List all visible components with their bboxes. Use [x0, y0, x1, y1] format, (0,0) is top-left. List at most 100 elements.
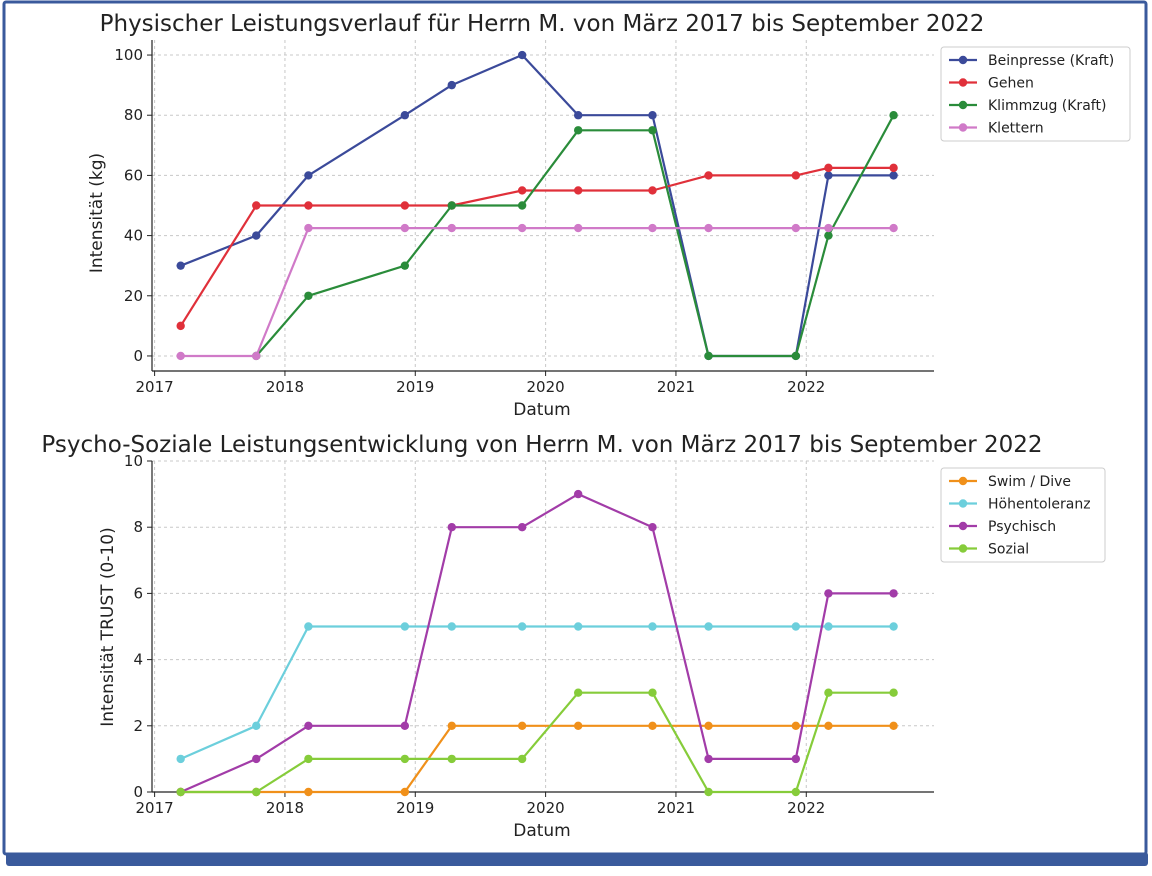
- data-point: [648, 622, 657, 631]
- x-tick-label: 2018: [266, 378, 304, 396]
- data-point: [824, 171, 833, 180]
- x-tick-label: 2020: [527, 378, 565, 396]
- data-point: [648, 126, 657, 135]
- data-point: [447, 523, 456, 532]
- data-point: [304, 787, 313, 797]
- data-point: [824, 622, 833, 631]
- data-point: [517, 523, 527, 532]
- series-3: [252, 111, 898, 361]
- series-line: [180, 493, 894, 794]
- x-tick-label: 2022: [787, 378, 825, 396]
- legend-marker: [958, 544, 968, 553]
- data-point: [573, 126, 583, 135]
- data-point: [573, 622, 583, 631]
- data-point: [304, 201, 313, 210]
- legend-marker: [958, 100, 968, 110]
- legend-marker: [958, 476, 968, 486]
- data-point: [400, 721, 410, 730]
- data-point: [824, 721, 833, 730]
- x-tick-label: 2018: [266, 799, 304, 817]
- data-point: [176, 321, 185, 331]
- data-point: [791, 171, 801, 180]
- data-point: [573, 186, 583, 195]
- data-point: [400, 223, 410, 233]
- data-point: [824, 163, 833, 173]
- chart-2-xlabel: Datum: [513, 821, 571, 841]
- data-point: [824, 231, 833, 240]
- legend-label: Gehen: [988, 76, 1034, 92]
- data-point: [304, 291, 313, 300]
- data-point: [889, 171, 898, 180]
- frame-border: [2, 0, 1148, 856]
- data-point: [573, 489, 583, 499]
- legend-marker: [958, 499, 968, 508]
- data-point: [517, 201, 527, 210]
- data-point: [176, 754, 185, 764]
- data-point: [573, 111, 583, 120]
- data-point: [648, 523, 657, 532]
- data-point: [704, 754, 713, 764]
- data-point: [648, 186, 657, 195]
- data-point: [704, 223, 713, 233]
- data-point: [704, 622, 713, 631]
- y-tick-label: 6: [133, 584, 143, 602]
- data-point: [400, 754, 410, 764]
- data-point: [648, 223, 657, 233]
- data-point: [447, 622, 456, 631]
- legend-box: [940, 46, 1131, 142]
- x-tick-label: 2019: [396, 378, 434, 396]
- data-point: [704, 787, 713, 797]
- data-point: [447, 80, 456, 90]
- data-point: [304, 223, 313, 233]
- legend-marker: [958, 123, 968, 132]
- legend-label: Beinpresse (Kraft): [988, 53, 1114, 69]
- data-point: [791, 351, 801, 361]
- data-point: [400, 787, 410, 797]
- chart-1-xlabel: Datum: [513, 400, 571, 420]
- data-point: [648, 688, 657, 697]
- data-point: [252, 351, 261, 361]
- legend-label: Psychisch: [988, 519, 1056, 535]
- data-point: [889, 111, 898, 120]
- data-point: [889, 688, 898, 697]
- chart-2-title: Psycho-Soziale Leistungsentwicklung von …: [41, 432, 1042, 458]
- data-point: [889, 163, 898, 173]
- series-2: [176, 622, 898, 764]
- legend-label: Klettern: [988, 121, 1044, 137]
- data-point: [517, 223, 527, 233]
- legend-marker: [958, 521, 968, 531]
- data-point: [304, 622, 313, 631]
- y-tick-label: 100: [114, 46, 143, 64]
- legend-label: Höhentoleranz: [988, 497, 1091, 513]
- x-tick-label: 2021: [657, 799, 695, 817]
- chart-2-ylabel: Intensität TRUST (0-10): [98, 527, 118, 726]
- data-point: [176, 787, 185, 797]
- data-point: [517, 721, 527, 730]
- legend-marker: [958, 55, 968, 65]
- x-tick-label: 2021: [657, 378, 695, 396]
- data-point: [304, 721, 313, 730]
- data-point: [573, 223, 583, 233]
- y-tick-label: 20: [124, 287, 143, 305]
- data-point: [889, 223, 898, 233]
- data-point: [517, 622, 527, 631]
- data-point: [400, 261, 410, 270]
- y-tick-label: 40: [124, 227, 143, 245]
- data-point: [824, 223, 833, 233]
- x-tick-label: 2022: [787, 799, 825, 817]
- data-point: [252, 201, 261, 210]
- data-point: [573, 688, 583, 697]
- data-point: [176, 351, 185, 361]
- data-point: [791, 721, 801, 730]
- data-point: [704, 351, 713, 361]
- series-line: [180, 53, 894, 358]
- data-point: [648, 111, 657, 120]
- chart-2-plot-area: 2017 2018 2019 2020 2021 2022 0 2 4 6 8 10: [124, 452, 934, 817]
- data-point: [517, 186, 527, 195]
- y-tick-label: 0: [133, 783, 143, 801]
- series-line: [179, 166, 894, 327]
- data-point: [824, 589, 833, 598]
- data-point: [824, 688, 833, 697]
- series-4: [176, 688, 898, 797]
